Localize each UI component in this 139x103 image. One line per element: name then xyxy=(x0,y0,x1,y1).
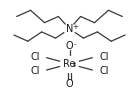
Text: O: O xyxy=(66,79,73,89)
Circle shape xyxy=(63,24,76,33)
Text: Re: Re xyxy=(63,59,76,69)
Text: Cl: Cl xyxy=(99,66,109,76)
Text: -: - xyxy=(74,41,76,47)
Text: Cl: Cl xyxy=(30,52,40,62)
Text: Cl: Cl xyxy=(30,66,40,76)
Circle shape xyxy=(65,42,74,49)
Text: N: N xyxy=(66,24,73,34)
Ellipse shape xyxy=(60,59,79,69)
Circle shape xyxy=(65,81,74,87)
Text: +: + xyxy=(72,24,78,30)
Text: Cl: Cl xyxy=(99,52,109,62)
Text: O: O xyxy=(66,41,73,51)
